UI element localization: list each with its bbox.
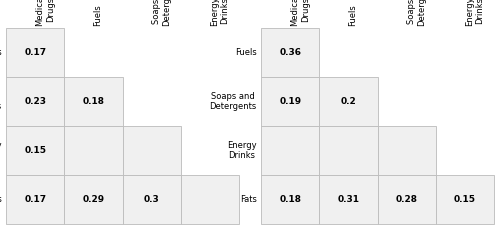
Text: Soaps and
Detergents: Soaps and Detergents	[152, 0, 171, 25]
Text: Medical
Drugs: Medical Drugs	[35, 0, 54, 25]
Bar	[261, 77, 320, 126]
Text: 0.15: 0.15	[454, 195, 476, 204]
Text: Medical
Drugs: Medical Drugs	[290, 0, 310, 25]
Bar	[6, 126, 64, 175]
Text: 0.15: 0.15	[24, 146, 46, 155]
Bar	[64, 77, 122, 126]
Bar	[378, 175, 436, 224]
Bar	[436, 175, 494, 224]
Text: Fuels: Fuels	[94, 4, 102, 25]
Text: 0.17: 0.17	[24, 48, 46, 57]
Bar	[64, 126, 122, 175]
Bar	[122, 175, 180, 224]
Bar	[180, 175, 239, 224]
Text: Soaps and
Detergents: Soaps and Detergents	[406, 0, 426, 25]
Bar	[261, 126, 320, 175]
Text: 0.23: 0.23	[24, 97, 46, 106]
Text: 0.18: 0.18	[279, 195, 301, 204]
Text: Soaps and
Detergents: Soaps and Detergents	[0, 92, 2, 111]
Text: Fats: Fats	[240, 195, 256, 204]
Bar	[320, 175, 378, 224]
Text: Fats: Fats	[0, 195, 2, 204]
Text: 0.28: 0.28	[396, 195, 417, 204]
Text: Fuels: Fuels	[235, 48, 256, 57]
Bar	[261, 175, 320, 224]
Text: Energy
Drinks: Energy Drinks	[227, 141, 256, 160]
Bar	[320, 77, 378, 126]
Text: Energy
Drinks: Energy Drinks	[210, 0, 229, 25]
Bar	[6, 28, 64, 77]
Bar	[378, 126, 436, 175]
Bar	[320, 126, 378, 175]
Text: 0.29: 0.29	[82, 195, 104, 204]
Bar	[261, 28, 320, 77]
Text: 0.36: 0.36	[279, 48, 301, 57]
Bar	[6, 77, 64, 126]
Text: 0.31: 0.31	[338, 195, 359, 204]
Text: 0.18: 0.18	[82, 97, 104, 106]
Text: Fuels: Fuels	[348, 4, 358, 25]
Text: Fuels: Fuels	[0, 48, 2, 57]
Text: Energy
Drinks: Energy Drinks	[0, 141, 2, 160]
Bar	[6, 175, 64, 224]
Text: 0.17: 0.17	[24, 195, 46, 204]
Text: Energy
Drinks: Energy Drinks	[465, 0, 484, 25]
Text: 0.2: 0.2	[340, 97, 356, 106]
Text: 0.19: 0.19	[279, 97, 301, 106]
Text: 0.3: 0.3	[144, 195, 160, 204]
Text: Soaps and
Detergents: Soaps and Detergents	[210, 92, 256, 111]
Bar	[64, 175, 122, 224]
Bar	[122, 126, 180, 175]
